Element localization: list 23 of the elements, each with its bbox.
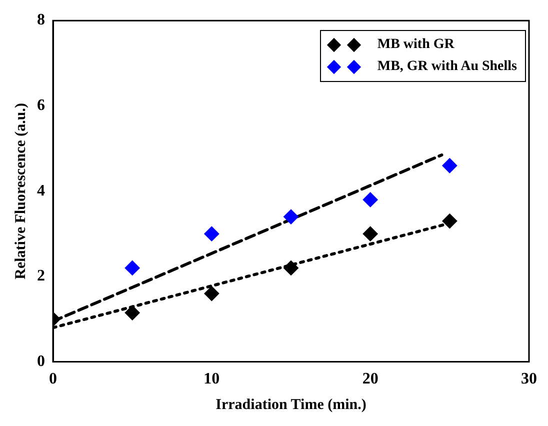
x-tick-label: 0 — [49, 370, 57, 388]
y-tick-label: 4 — [37, 182, 45, 200]
point — [204, 226, 220, 242]
point — [442, 214, 458, 229]
point — [124, 260, 140, 276]
x-tick-label: 30 — [521, 370, 537, 388]
y-tick-label: 2 — [37, 268, 45, 285]
point — [204, 286, 220, 302]
point — [284, 260, 298, 276]
y-tick-label: 0 — [37, 352, 45, 370]
point — [124, 305, 140, 320]
x-tick-label: 20 — [362, 370, 378, 388]
x-tick-label: 10 — [204, 370, 220, 388]
point — [362, 226, 378, 242]
point — [362, 192, 378, 208]
x-axis-title: Irradiation Time (min.) — [216, 396, 366, 413]
y-axis-title: Relative Fluorescence (a.u.) — [12, 103, 29, 280]
y-tick-label: 8 — [37, 12, 45, 29]
point — [284, 209, 298, 224]
legend-label: MB with GR — [377, 36, 454, 54]
legend-label: MB, GR with Au Shells — [377, 58, 517, 76]
point — [442, 158, 458, 174]
y-tick-label: 6 — [37, 97, 45, 114]
